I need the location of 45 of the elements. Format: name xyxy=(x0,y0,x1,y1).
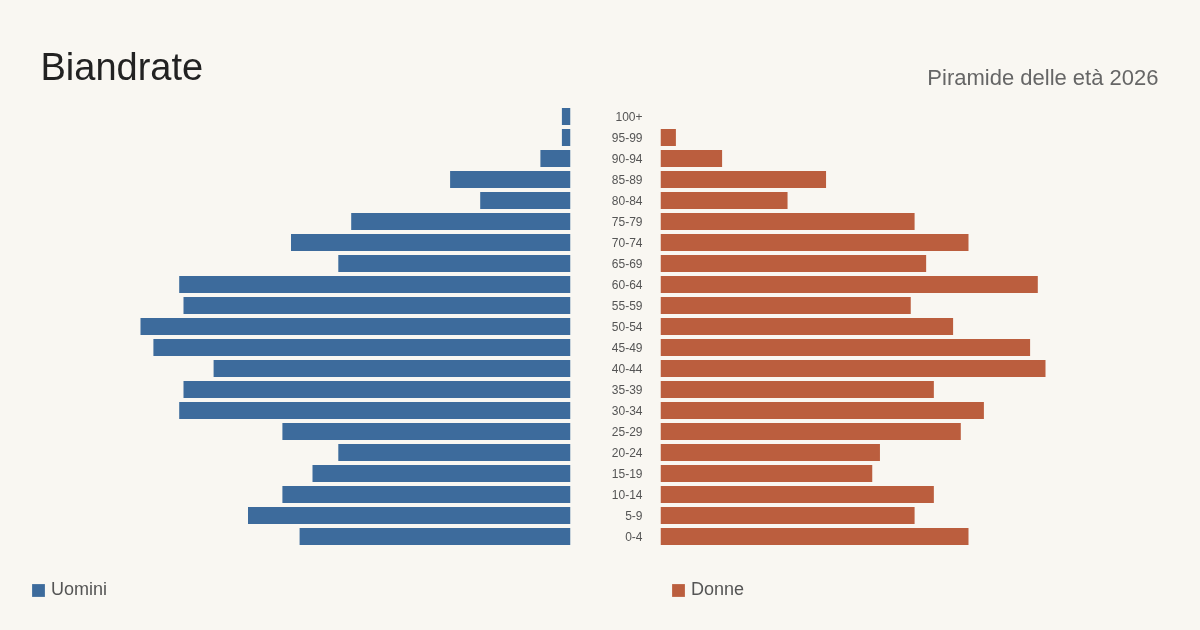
bar xyxy=(660,276,1038,293)
bar xyxy=(660,150,723,167)
y-tick-label: 85-89 xyxy=(611,173,643,187)
y-tick-label: 55-59 xyxy=(611,299,643,313)
y-tick-label: 60-64 xyxy=(611,278,643,292)
legend-label: Donne xyxy=(691,579,745,600)
y-tick-label: 65-69 xyxy=(611,257,643,271)
bar xyxy=(660,423,961,440)
y-tick-label: 75-79 xyxy=(611,215,643,229)
y-tick-label: 10-14 xyxy=(611,488,643,502)
bar xyxy=(660,360,1046,377)
y-tick-label: 25-29 xyxy=(611,425,643,439)
chart-subtitle: Piramide delle età 2026 xyxy=(927,65,1159,90)
y-tick-label: 50-54 xyxy=(611,320,643,334)
bar xyxy=(660,381,934,398)
bar xyxy=(660,486,934,503)
bar xyxy=(660,192,788,209)
bar xyxy=(660,255,927,272)
bar xyxy=(660,171,827,188)
y-tick-label: 80-84 xyxy=(611,194,643,208)
y-tick-label: 40-44 xyxy=(611,362,643,376)
y-tick-label: 45-49 xyxy=(611,341,643,355)
bar xyxy=(660,402,984,419)
y-tick-label: 20-24 xyxy=(611,446,643,460)
chart-title: Biandrate xyxy=(40,45,204,88)
bar xyxy=(660,129,676,146)
y-tick-label: 100+ xyxy=(615,110,643,124)
bar xyxy=(660,507,915,524)
y-tick-label: 95-99 xyxy=(611,131,643,145)
bar xyxy=(660,339,1031,356)
y-tick-label: 70-74 xyxy=(611,236,643,250)
y-tick-label: 30-34 xyxy=(611,404,643,418)
bar xyxy=(660,444,880,461)
y-tick-label: 15-19 xyxy=(611,467,643,481)
bar xyxy=(660,297,911,314)
y-tick-label: 35-39 xyxy=(611,383,643,397)
bar xyxy=(660,213,915,230)
y-tick-label: 90-94 xyxy=(611,152,643,166)
y-tick-label: 0-4 xyxy=(625,530,643,544)
legend-label: Uomini xyxy=(51,579,108,600)
bar xyxy=(660,528,969,545)
y-tick-label: 5-9 xyxy=(625,509,643,523)
bar xyxy=(660,234,969,251)
bar xyxy=(660,318,954,335)
bar xyxy=(660,465,873,482)
